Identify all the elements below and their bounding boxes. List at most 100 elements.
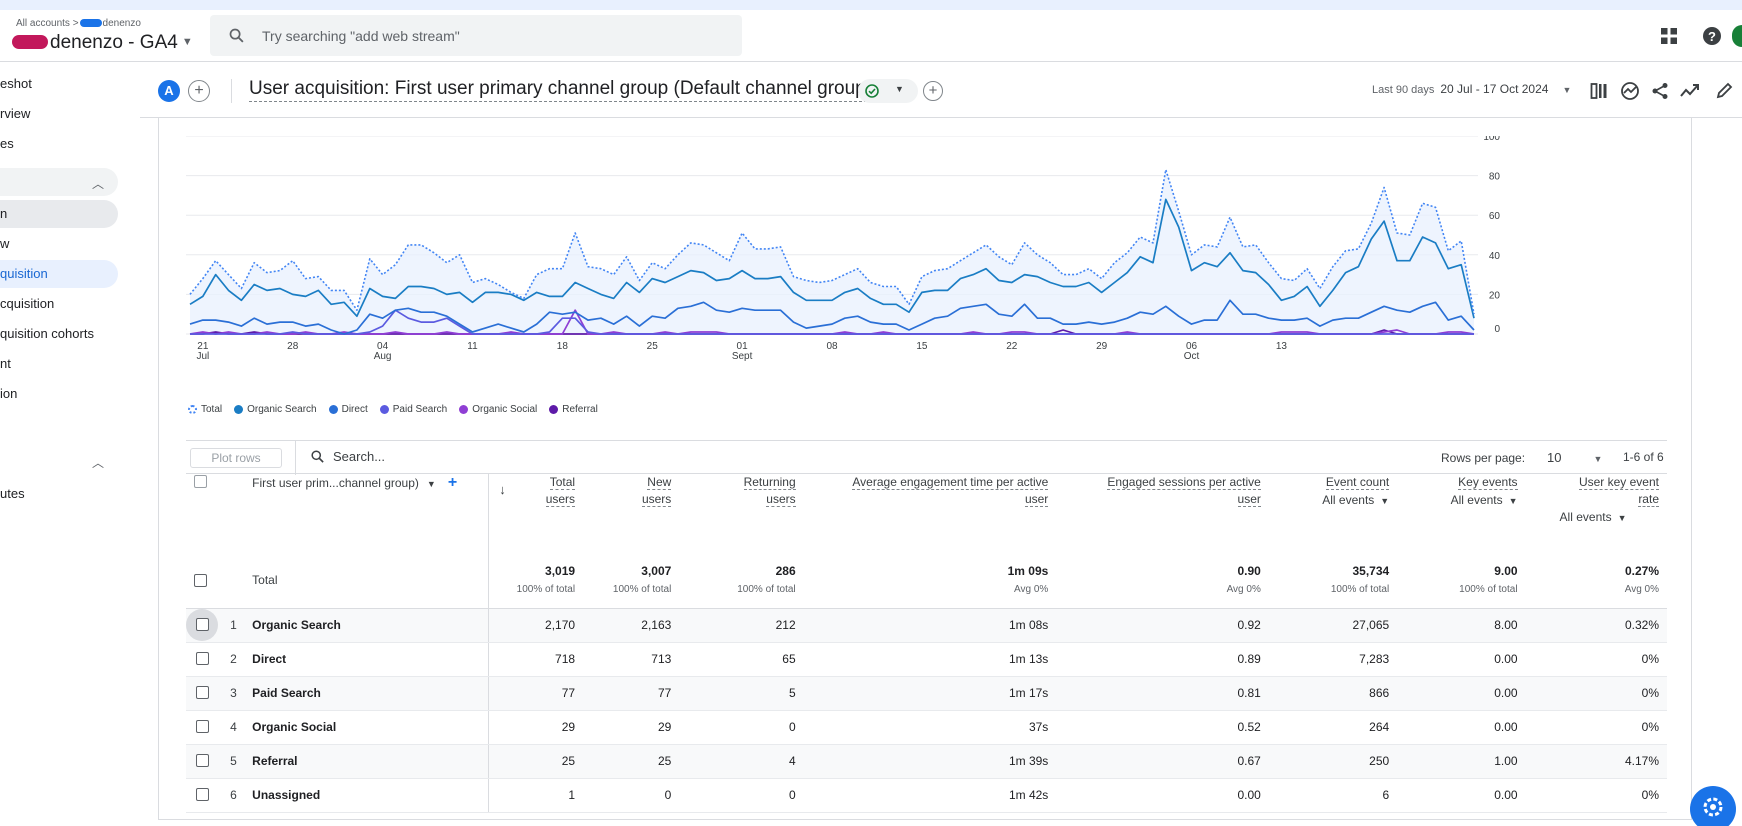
row-metric-value: 0.00 — [1397, 676, 1526, 711]
legend-item-total[interactable]: Total — [188, 404, 222, 415]
sidebar-section-acquisition[interactable] — [0, 168, 118, 196]
legend-item-organic-search[interactable]: Organic Search — [234, 404, 317, 415]
chevron-up-icon[interactable]: ︿ — [92, 456, 105, 470]
sidebar-item-attributes[interactable]: utes — [0, 486, 25, 501]
property-selector[interactable]: denenzo - GA4 ▼ — [12, 32, 193, 54]
table-search-input[interactable]: Search... — [310, 449, 385, 464]
row-checkbox-wrap[interactable] — [186, 677, 218, 709]
event-filter-select[interactable]: All events ▼ — [1322, 493, 1390, 507]
row-checkbox[interactable] — [195, 652, 209, 666]
sidebar-item-traffic-acquisition[interactable]: cquisition — [0, 296, 55, 311]
col-new-users[interactable]: New users — [641, 475, 672, 507]
total-area-fill — [190, 169, 1474, 334]
chevron-down-icon[interactable]: ▼ — [426, 479, 436, 489]
support-fab[interactable] — [1690, 786, 1736, 826]
sidebar-item-overview[interactable]: rview — [0, 106, 31, 121]
col-avg-engagement-time[interactable]: Average engagement time per active user — [852, 475, 1049, 507]
col-user-key-event-rate[interactable]: User key event rate All events ▼ — [1526, 474, 1667, 552]
search-icon — [311, 450, 324, 463]
col-total-users[interactable]: ↓ Total users — [499, 475, 576, 507]
rows-per-page-select[interactable]: 10 — [1547, 450, 1562, 465]
add-button[interactable]: + — [923, 81, 943, 101]
global-search-bar[interactable]: Try searching "add web stream" — [210, 15, 742, 56]
row-dimension-value[interactable]: Direct — [248, 642, 490, 677]
breadcrumb[interactable]: All accounts > denenzo — [16, 18, 141, 29]
x-tick-label: 01 — [737, 341, 749, 352]
trend-icon[interactable] — [1680, 82, 1700, 100]
table-row[interactable]: 5 Referral 25 25 4 1m 39s 0.67 250 1.00 4.17% — [186, 744, 1667, 779]
row-dimension-value[interactable]: Referral — [248, 744, 490, 779]
help-icon[interactable]: ? — [1702, 26, 1722, 46]
share-icon[interactable] — [1651, 82, 1669, 100]
table-row[interactable]: 1 Organic Search 2,170 2,163 212 1m 08s 0.92 27… — [186, 608, 1667, 643]
legend-item-organic-social[interactable]: Organic Social — [459, 404, 537, 415]
sidebar-item-acquisition-cohorts[interactable]: quisition cohorts — [0, 326, 94, 341]
row-dimension-value[interactable]: Organic Social — [248, 710, 490, 745]
legend-swatch — [459, 405, 469, 414]
event-filter-select[interactable]: All events ▼ — [1450, 493, 1518, 507]
sidebar-item-monetization[interactable]: ion — [0, 386, 18, 401]
avatar[interactable] — [1732, 25, 1742, 47]
sidebar-item-engagement[interactable]: nt — [0, 356, 11, 371]
row-metric-value: 25 — [488, 744, 584, 779]
page-title[interactable]: User acquisition: First user primary cha… — [249, 77, 873, 102]
col-event-count[interactable]: Event count All events ▼ — [1269, 474, 1397, 552]
chevron-down-icon: ▼ — [1380, 496, 1390, 506]
breadcrumb-all-accounts[interactable]: All accounts — [16, 18, 70, 29]
edit-pencil-icon[interactable] — [1716, 81, 1734, 99]
status-badge[interactable]: ▼ — [858, 79, 918, 103]
sidebar-item-acquisition[interactable]: n — [0, 200, 118, 228]
row-dimension-value[interactable]: Paid Search — [248, 676, 490, 711]
sidebar-item-user-acquisition[interactable]: quisition — [0, 260, 118, 288]
chevron-up-icon[interactable]: ︿ — [92, 177, 105, 191]
row-dimension-value[interactable]: Organic Search — [248, 608, 490, 643]
row-checkbox[interactable] — [195, 618, 209, 632]
col-returning-users[interactable]: Returning users — [743, 475, 796, 507]
row-dimension-value[interactable]: Unassigned — [248, 778, 490, 813]
legend-swatch — [188, 405, 197, 414]
row-checkbox[interactable] — [195, 720, 209, 734]
row-checkbox-wrap[interactable] — [186, 609, 218, 641]
dimension-header[interactable]: First user prim...channel group) ▼ + — [248, 474, 490, 552]
row-checkbox[interactable] — [195, 754, 209, 768]
compare-columns-icon[interactable] — [1590, 82, 1608, 100]
sidebar-item-snapshot[interactable]: eshot — [0, 76, 32, 91]
col-engaged-sessions[interactable]: Engaged sessions per active user — [1107, 475, 1261, 507]
table-header-row: First user prim...channel group) ▼ + ↓ Tota… — [186, 474, 1667, 552]
row-metric-value: 4.17% — [1525, 744, 1667, 779]
totals-checkbox[interactable] — [194, 573, 207, 587]
redaction-mark — [79, 19, 102, 28]
row-checkbox-wrap[interactable] — [186, 779, 218, 811]
select-all-checkbox[interactable] — [194, 475, 207, 489]
row-checkbox-wrap[interactable] — [186, 711, 218, 743]
add-dimension-button[interactable]: + — [447, 474, 458, 491]
total-value: 0.90 — [1237, 564, 1261, 579]
row-checkbox[interactable] — [195, 686, 209, 700]
divider — [295, 441, 296, 475]
insights-icon[interactable] — [1620, 81, 1640, 101]
row-checkbox-wrap[interactable] — [186, 745, 218, 777]
comparison-avatar[interactable]: A — [158, 80, 180, 102]
legend-item-paid-search[interactable]: Paid Search — [379, 404, 447, 415]
row-checkbox-wrap[interactable] — [186, 643, 218, 675]
legend-item-referral[interactable]: Referral — [549, 404, 598, 415]
sidebar-item-pages[interactable]: es — [0, 136, 14, 151]
table-row[interactable]: 4 Organic Social 29 29 0 37s 0.52 264 0.00 0% — [186, 710, 1667, 745]
add-comparison-button[interactable]: + — [188, 80, 210, 102]
row-checkbox[interactable] — [195, 788, 209, 802]
sort-arrow-down-icon[interactable]: ↓ — [499, 482, 506, 497]
total-value: 1m 09s — [1007, 564, 1049, 579]
breadcrumb-account[interactable]: denenzo — [102, 18, 141, 29]
legend-item-direct[interactable]: Direct — [328, 404, 368, 415]
table-row[interactable]: 2 Direct 718 713 65 1m 13s 0.89 7,283 0.00 0% — [186, 642, 1667, 677]
date-range-picker[interactable]: Last 90 days 20 Jul - 17 Oct 2024 ▼ — [1372, 82, 1571, 96]
apps-grid-icon[interactable] — [1660, 27, 1678, 45]
sidebar-item-overview-2[interactable]: w — [0, 236, 10, 251]
event-filter-select[interactable]: All events ▼ — [1559, 510, 1627, 524]
chevron-down-icon[interactable]: ▼ — [1593, 454, 1603, 464]
table-row[interactable]: 3 Paid Search 77 77 5 1m 17s 0.81 866 0.00 0% — [186, 676, 1667, 711]
col-key-events[interactable]: Key events All events ▼ — [1397, 474, 1525, 552]
plot-rows-button[interactable]: Plot rows — [190, 448, 282, 468]
legend-swatch — [234, 405, 244, 414]
table-row[interactable]: 6 Unassigned 1 0 0 1m 42s 0.00 6 0.00 0% — [186, 778, 1667, 813]
